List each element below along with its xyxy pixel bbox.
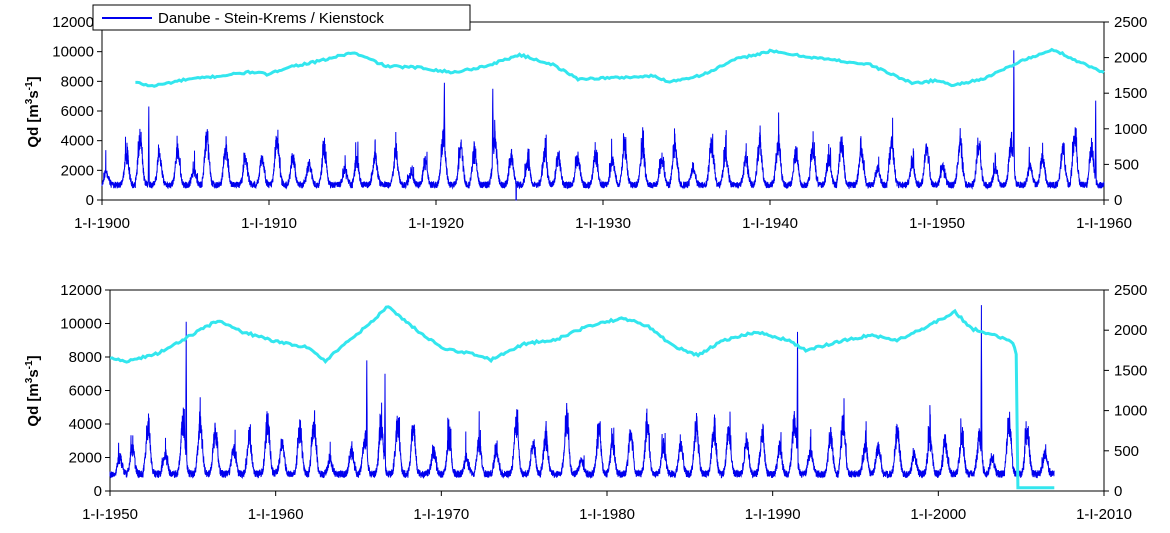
daily-discharge-line-top (101, 50, 1105, 201)
x-tick-label: 1-I-1980 (579, 506, 635, 523)
legend-box (92, 4, 471, 31)
chart-bottom: Qd [m3s-1] 0 2000 4000 6000 8000 10000 12000 0 5… (24, 282, 1147, 523)
y-left-tick-label: 10000 (60, 316, 102, 333)
y-right-tick-label: 500 (1114, 443, 1139, 460)
y-left-tick-label: 2000 (69, 450, 102, 467)
running-mean-line-top (135, 47, 1105, 88)
y-right-tick-label: 1500 (1114, 85, 1147, 102)
y-right-tick-label: 0 (1114, 483, 1122, 500)
y-right-tick-label: 1000 (1114, 121, 1147, 138)
x-tick-label: 1-I-2010 (1076, 506, 1132, 523)
y-right-tick-label: 500 (1114, 156, 1139, 173)
discharge-series-bottom (109, 305, 1055, 480)
y-axis-label-top: Qd [m3s-1] (24, 76, 42, 147)
x-tick-label: 1-I-1960 (1076, 215, 1132, 232)
y-right-tick-label: 1000 (1114, 403, 1147, 420)
x-tick-label: 1-I-1990 (745, 506, 801, 523)
y-right-tick-label: 2500 (1114, 282, 1147, 299)
axes-bottom: 0 2000 4000 6000 8000 10000 12000 0 500 1000 1500 2… (60, 282, 1147, 523)
y-axis-label-bottom: Qd [m3s-1] (24, 355, 42, 426)
x-tick-label: 1-I-1930 (575, 215, 631, 232)
x-tick-label: 1-I-1920 (408, 215, 464, 232)
x-tick-label: 1-I-2000 (910, 506, 966, 523)
discharge-series-top (101, 50, 1105, 201)
legend-entry-label: Danube - Stein-Krems / Kienstock (158, 10, 384, 27)
y-right-tick-label: 2000 (1114, 322, 1147, 339)
x-tick-label: 1-I-1900 (74, 215, 130, 232)
y-right-tick-label: 0 (1114, 192, 1122, 209)
y-right-tick-label: 2000 (1114, 50, 1147, 67)
y-left-tick-label: 6000 (69, 383, 102, 400)
y-left-tick-label: 4000 (61, 133, 94, 150)
chart-top: Qd [m3s-1] 0 2000 4000 6000 8000 10000 12000 0 5… (24, 4, 1147, 232)
running-mean-series-bottom (109, 305, 1055, 490)
y-left-tick-label: 0 (86, 192, 94, 209)
x-tick-label: 1-I-1940 (742, 215, 798, 232)
plot-area-top (101, 21, 1105, 201)
y-left-tick-label: 6000 (61, 103, 94, 120)
y-left-tick-label: 12000 (52, 14, 94, 31)
y-left-tick-label: 8000 (69, 349, 102, 366)
x-tick-label: 1-I-1970 (413, 506, 469, 523)
running-mean-line-bottom (109, 305, 1055, 490)
x-tick-label: 1-I-1910 (241, 215, 297, 232)
y-right-tick-label: 1500 (1114, 362, 1147, 379)
axes-top: 0 2000 4000 6000 8000 10000 12000 0 500 1000 1500 2… (52, 14, 1147, 232)
legend: Danube - Stein-Krems / Kienstock (92, 4, 471, 31)
y-right-tick-label: 2500 (1114, 14, 1147, 31)
y-left-tick-label: 12000 (60, 282, 102, 299)
running-mean-series-top (135, 47, 1105, 88)
daily-discharge-line-bottom (109, 305, 1055, 480)
y-left-tick-label: 8000 (61, 73, 94, 90)
x-tick-label: 1-I-1960 (248, 506, 304, 523)
y-left-tick-label: 0 (94, 483, 102, 500)
x-tick-label: 1-I-1950 (909, 215, 965, 232)
y-left-tick-label: 4000 (69, 416, 102, 433)
y-left-tick-label: 10000 (52, 44, 94, 61)
y-left-tick-label: 2000 (61, 162, 94, 179)
x-tick-label: 1-I-1950 (82, 506, 138, 523)
